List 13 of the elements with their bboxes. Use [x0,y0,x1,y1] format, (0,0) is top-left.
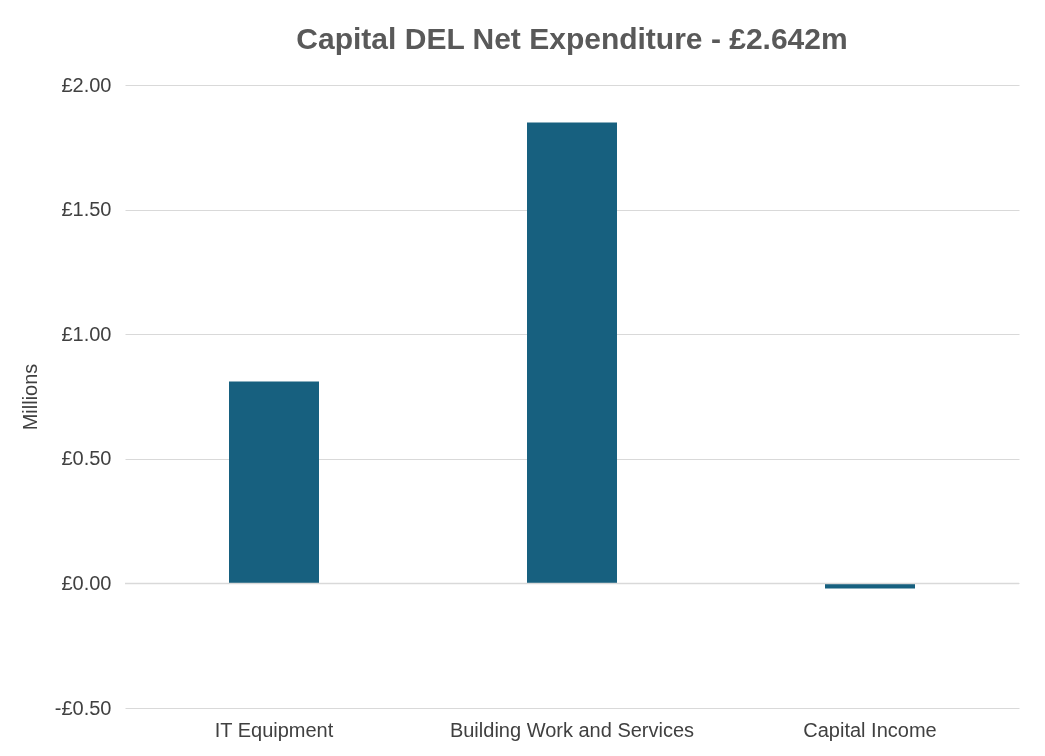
bar [229,381,319,584]
y-tick-label: -£0.50 [54,696,112,719]
y-tick-label: £1.50 [61,198,112,221]
x-tick-label: Capital Income [803,718,937,741]
chart-title: Capital DEL Net Expenditure - £2.642m [296,22,848,55]
x-tick-label: Building Work and Services [449,718,695,741]
y-tick-label: £0.50 [61,447,112,470]
y-axis-title: Millions [18,363,41,431]
y-tick-label: £1.00 [61,322,112,345]
x-tick-label: IT Equipment [214,718,334,741]
bar [527,122,617,584]
y-tick-label: £2.00 [61,73,112,96]
y-tick-label: £0.00 [61,571,112,594]
